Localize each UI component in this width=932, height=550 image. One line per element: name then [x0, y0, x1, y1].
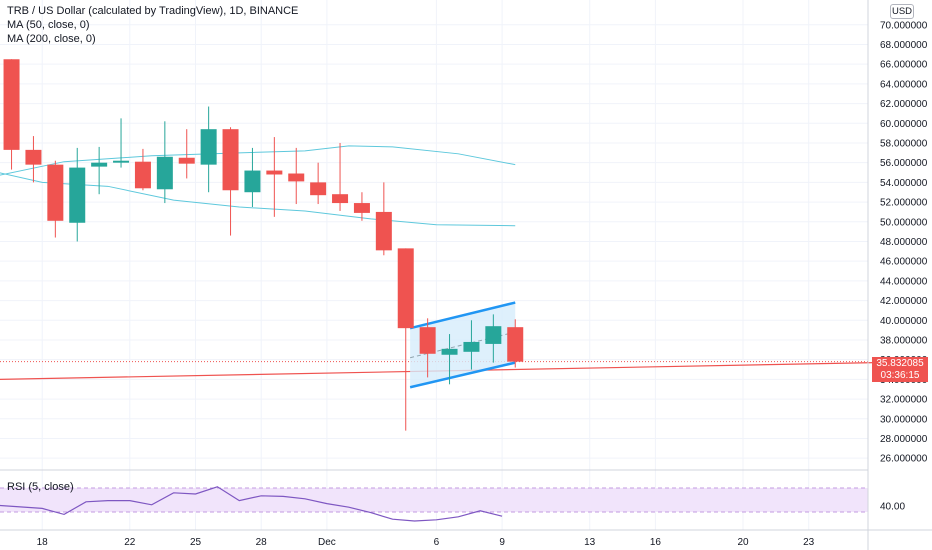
- rsi-line: [0, 486, 503, 522]
- candle-body: [200, 129, 217, 165]
- y-tick-label: 40.000000: [880, 316, 928, 327]
- x-tick-label: 20: [737, 537, 749, 548]
- x-tick-label: 6: [434, 537, 440, 548]
- channel-fill: [410, 302, 516, 388]
- y-tick-label: 68.000000: [880, 40, 928, 51]
- y-tick-label: 26.000000: [880, 454, 928, 465]
- x-tick-label: 28: [256, 537, 268, 548]
- candle-body: [69, 167, 86, 223]
- x-tick-label: 13: [584, 537, 596, 548]
- candle-body: [375, 211, 392, 251]
- candle-body: [25, 149, 42, 165]
- candle-body: [113, 160, 130, 163]
- ma50-line: [0, 145, 516, 176]
- candle-body: [419, 327, 436, 354]
- candle-body: [485, 326, 502, 344]
- candle-body: [397, 248, 414, 329]
- y-tick-label: 46.000000: [880, 257, 928, 268]
- x-tick-label: 16: [650, 537, 662, 548]
- candles: [3, 59, 524, 431]
- rsi-pane: [0, 486, 868, 522]
- x-tick-label: 9: [499, 537, 505, 548]
- ma50-legend: MA (50, close, 0): [7, 19, 90, 31]
- candle-body: [353, 203, 370, 213]
- y-tick-label: 70.000000: [880, 20, 928, 31]
- y-tick-label: 42.000000: [880, 296, 928, 307]
- candle-body: [222, 129, 239, 191]
- candle-body: [266, 170, 283, 175]
- y-tick-label: 32.000000: [880, 395, 928, 406]
- candle-body: [332, 194, 349, 204]
- price-tag-countdown: 03:36:15: [872, 370, 928, 382]
- candle-body: [47, 164, 64, 221]
- candle-body: [310, 182, 327, 196]
- candle-body: [178, 157, 195, 164]
- y-tick-label: 62.000000: [880, 99, 928, 110]
- x-tick-label: 22: [124, 537, 136, 548]
- y-tick-label: 28.000000: [880, 434, 928, 445]
- candle-body: [156, 156, 173, 190]
- chart-title: TRB / US Dollar (calculated by TradingVi…: [7, 5, 299, 17]
- y-tick-label: 30.000000: [880, 414, 928, 425]
- x-tick-label: 25: [190, 537, 202, 548]
- ma200-line: [0, 172, 516, 227]
- y-tick-label: 50.000000: [880, 217, 928, 228]
- y-tick-label: 58.000000: [880, 138, 928, 149]
- candle-body: [134, 161, 151, 189]
- candle-body: [463, 341, 480, 352]
- y-tick-label: 54.000000: [880, 178, 928, 189]
- rsi-axis-label: 40.00: [880, 502, 905, 513]
- currency-button[interactable]: USD: [890, 4, 914, 19]
- rsi-band: [0, 488, 868, 512]
- y-tick-label: 44.000000: [880, 276, 928, 287]
- y-tick-label: 56.000000: [880, 158, 928, 169]
- candle-body: [507, 327, 524, 362]
- y-tick-label: 52.000000: [880, 198, 928, 209]
- y-tick-label: 64.000000: [880, 79, 928, 90]
- x-tick-label: Dec: [318, 537, 336, 548]
- channel-lower: [409, 361, 516, 389]
- x-tick-label: 18: [37, 537, 49, 548]
- candle-body: [91, 162, 108, 167]
- candle-body: [244, 170, 261, 193]
- y-tick-label: 38.000000: [880, 335, 928, 346]
- y-tick-label: 66.000000: [880, 60, 928, 71]
- x-tick-label: 23: [803, 537, 815, 548]
- grid: [0, 0, 868, 530]
- price-tag-value: 35.832085: [872, 357, 928, 371]
- ma200-legend: MA (200, close, 0): [7, 33, 96, 45]
- candle-body: [441, 348, 458, 355]
- rsi-legend: RSI (5, close): [7, 481, 74, 493]
- y-tick-label: 60.000000: [880, 119, 928, 130]
- y-tick-label: 48.000000: [880, 237, 928, 248]
- candle-body: [288, 173, 305, 182]
- candle-body: [3, 59, 20, 150]
